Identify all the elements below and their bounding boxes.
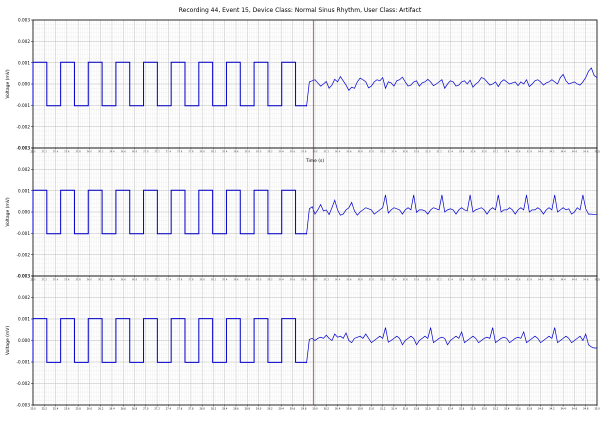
y-tick-label: 0.000 [18,82,30,87]
y-tick-label: -0.003 [17,274,31,279]
y-tick-label: 0.002 [18,295,30,300]
x-tick-label: 34.2 [549,408,555,411]
x-tick-label: 27.0 [143,408,149,411]
y-tick-label: 0.002 [18,167,30,172]
y-tick-label: -0.002 [17,381,31,386]
x-tick-label: 29.0 [256,408,262,411]
y-tick-label: -0.001 [17,231,31,236]
x-axis-label: Time (s) [305,158,325,164]
x-tick-label: 30.4 [335,408,341,411]
y-axis-label: Voltage (mV) [5,69,11,99]
x-tick-label: 25.6 [64,408,70,411]
x-tick-label: 29.2 [267,408,273,411]
x-tick-label: 34.0 [538,408,544,411]
y-tick-label: 0.003 [18,18,30,23]
x-tick-label: 27.6 [177,408,183,411]
x-tick-label: 31.0 [369,408,375,411]
x-tick-label: 27.2 [154,408,160,411]
x-tick-label: 30.6 [346,408,352,411]
y-tick-label: -0.001 [17,360,31,365]
y-tick-label: -0.002 [17,252,31,257]
y-tick-label: 0.003 [18,146,30,151]
x-tick-label: 29.6 [290,408,296,411]
y-tick-label: 0.003 [18,274,30,279]
y-tick-label: 0.001 [18,60,30,65]
x-tick-label: 32.2 [436,408,442,411]
ecg-signal-line [306,67,598,107]
y-tick-label: -0.003 [17,146,31,151]
chart-title: Recording 44, Event 15, Device Class: No… [179,7,422,14]
y-tick-label: 0.001 [18,317,30,322]
calibration-signal-line [32,318,307,363]
x-tick-label: 31.6 [403,408,409,411]
x-tick-label: 31.8 [414,408,420,411]
x-tick-label: 27.4 [166,408,172,411]
x-tick-label: 34.4 [560,408,566,411]
x-tick-label: 25.8 [75,408,81,411]
x-tick-label: 33.6 [515,408,521,411]
x-tick-label: 28.4 [222,408,228,411]
x-tick-label: 26.6 [121,408,127,411]
x-tick-label: 31.2 [380,408,386,411]
x-tick-label: 26.8 [132,408,138,411]
y-axis-label: Voltage (mV) [5,326,11,356]
x-tick-label: 32.0 [425,408,431,411]
x-tick-label: 31.4 [391,408,397,411]
x-tick-label: 32.4 [448,408,454,411]
y-tick-label: -0.002 [17,124,31,129]
x-tick-label: 27.8 [188,408,194,411]
x-tick-label: 30.0 [312,408,318,411]
y-axis-label: Voltage (mV) [5,197,11,227]
y-tick-label: 0.001 [18,188,30,193]
x-tick-label: 32.6 [459,408,465,411]
x-tick-label: 34.6 [572,408,578,411]
calibration-signal-line [32,61,307,107]
x-tick-label: 26.4 [109,408,115,411]
x-tick-label: 33.4 [504,408,510,411]
x-tick-label: 28.0 [200,408,206,411]
x-tick-label: 28.2 [211,408,217,411]
x-tick-label: 30.8 [357,408,363,411]
x-tick-label: 25.2 [42,408,48,411]
ecg-signal-line [306,327,597,364]
ecg-signal-line [306,194,597,235]
x-tick-label: 28.8 [245,408,251,411]
x-tick-label: 32.8 [470,408,476,411]
x-tick-label: 29.4 [278,408,284,411]
x-tick-label: 25.4 [53,408,59,411]
x-tick-label: 26.2 [98,408,104,411]
x-tick-label: 26.0 [87,408,93,411]
x-tick-label: 33.8 [527,408,533,411]
y-tick-label: -0.001 [17,103,31,108]
calibration-signal-line [32,189,307,235]
y-tick-label: 0.000 [18,210,30,215]
x-tick-label: 30.2 [324,408,330,411]
x-tick-label: 35.0 [594,408,600,411]
x-tick-label: 33.0 [482,408,488,411]
x-tick-label: 34.8 [583,408,589,411]
y-tick-label: -0.003 [17,403,31,408]
y-tick-label: 0.000 [18,338,30,343]
x-tick-label: 33.2 [493,408,499,411]
y-tick-label: 0.002 [18,39,30,44]
x-tick-label: 29.8 [301,408,307,411]
x-tick-label: 25.0 [30,408,36,411]
x-tick-label: 28.6 [233,408,239,411]
